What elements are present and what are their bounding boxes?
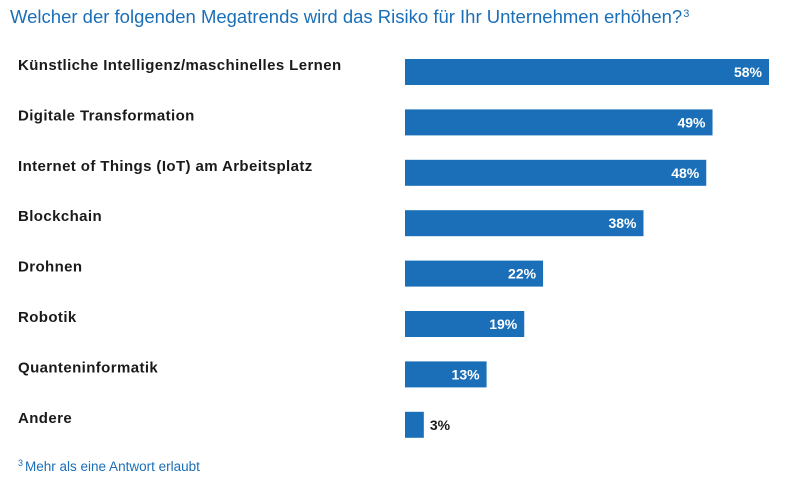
footnote-marker: 3 (18, 458, 24, 468)
bar-5 (405, 260, 544, 287)
category-label-2: Digitale Transformation (18, 107, 195, 124)
chart-title: Welcher der folgenden Megatrends wird da… (10, 6, 689, 28)
value-label-3: 48% (671, 165, 700, 181)
value-label-2: 49% (677, 114, 706, 130)
value-label-7: 13% (452, 366, 481, 382)
category-label-3: Internet of Things (IoT) am Arbeitsplatz (18, 158, 313, 175)
value-label-4: 38% (608, 215, 637, 231)
bar-4 (405, 210, 644, 237)
value-label-6: 19% (489, 316, 518, 332)
category-label-5: Drohnen (18, 259, 82, 276)
category-label-8: Andere (18, 410, 72, 427)
value-label-5: 22% (508, 266, 537, 282)
footnote: 3 Mehr als eine Antwort erlaubt (18, 458, 200, 474)
category-label-4: Blockchain (18, 208, 102, 225)
category-label-7: Quanteninformatik (18, 359, 158, 376)
chart-title-text: Welcher der folgenden Megatrends wird da… (10, 6, 683, 27)
bar-3 (405, 159, 707, 186)
bar-2 (405, 109, 713, 136)
value-label-1: 58% (734, 64, 763, 80)
footnote-text: Mehr als eine Antwort erlaubt (25, 459, 200, 474)
category-label-1: Künstliche Intelligenz/maschinelles Lern… (18, 57, 342, 74)
bar-7 (405, 361, 487, 388)
chart-title-footnote-marker: 3 (683, 8, 690, 20)
category-label-6: Robotik (18, 309, 77, 326)
value-label-8: 3% (430, 417, 451, 433)
bar-6 (405, 311, 525, 337)
bar-1 (405, 59, 769, 85)
bar-8 (405, 411, 424, 438)
